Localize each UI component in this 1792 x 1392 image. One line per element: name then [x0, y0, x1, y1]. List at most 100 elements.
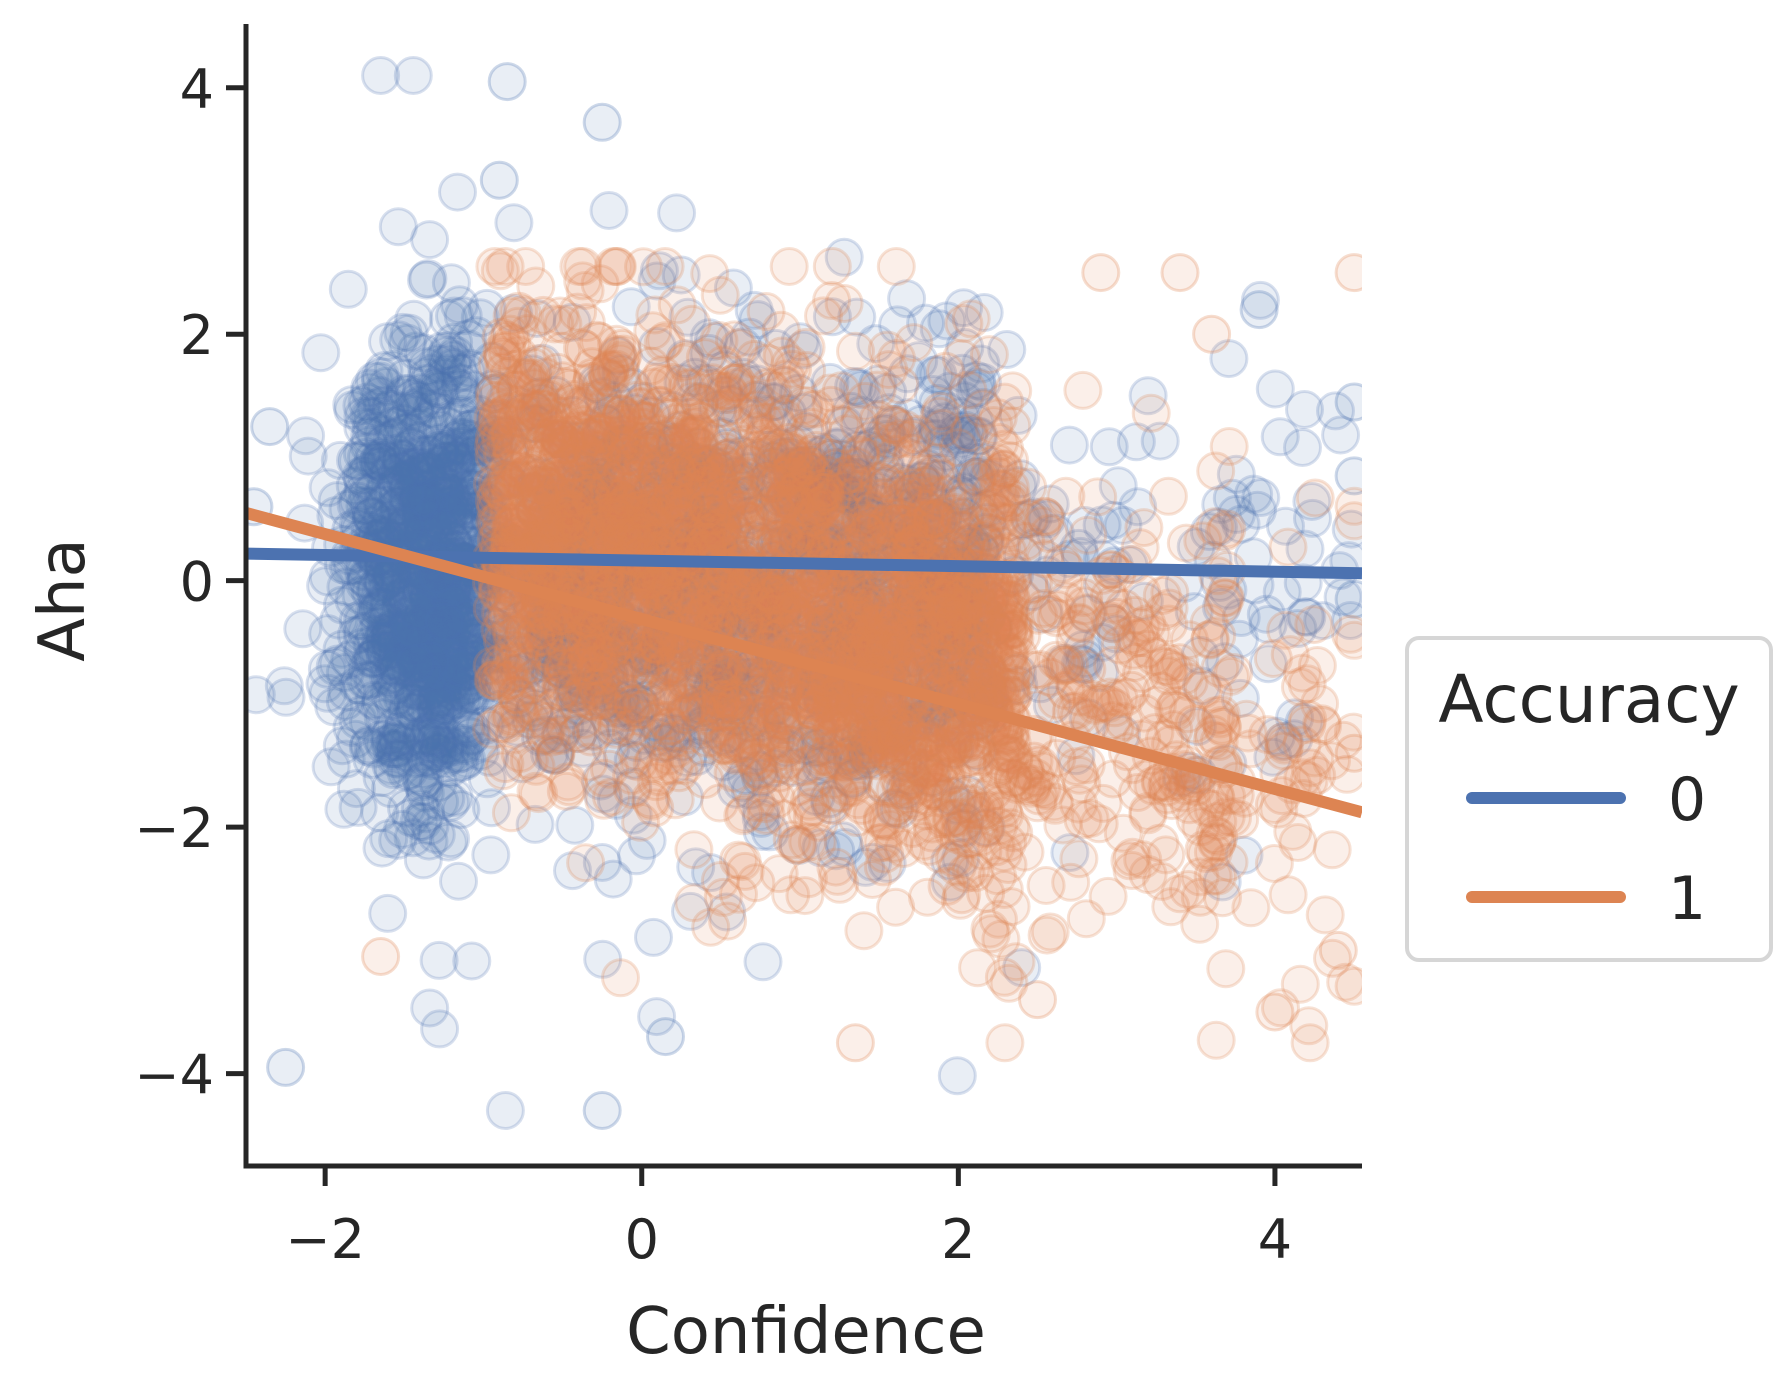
- point-accuracy-0: [379, 320, 419, 360]
- point-accuracy-1: [926, 351, 965, 391]
- point-accuracy-0: [286, 416, 326, 456]
- point-accuracy-0: [446, 652, 485, 692]
- point-accuracy-0: [676, 847, 716, 887]
- point-accuracy-0: [368, 893, 408, 933]
- point-accuracy-1: [1124, 508, 1164, 548]
- point-accuracy-0: [452, 941, 492, 981]
- point-accuracy-0: [627, 638, 667, 678]
- point-accuracy-0: [613, 367, 652, 407]
- point-accuracy-0: [686, 508, 726, 548]
- point-accuracy-0: [789, 506, 829, 546]
- point-accuracy-1: [1078, 477, 1118, 517]
- point-accuracy-0: [471, 835, 511, 875]
- point-accuracy-0: [917, 408, 957, 448]
- point-accuracy-0: [361, 56, 401, 95]
- point-accuracy-0: [555, 805, 595, 845]
- point-accuracy-0: [419, 940, 459, 980]
- point-accuracy-0: [683, 452, 723, 492]
- point-accuracy-0: [456, 617, 496, 657]
- point-accuracy-1: [1027, 915, 1067, 955]
- point-accuracy-0: [1262, 572, 1302, 612]
- point-accuracy-0: [935, 730, 975, 769]
- point-accuracy-1: [985, 1023, 1025, 1063]
- point-accuracy-0: [829, 589, 868, 628]
- point-accuracy-0: [453, 477, 493, 517]
- point-accuracy-0: [348, 661, 388, 701]
- point-accuracy-0: [406, 508, 445, 548]
- point-accuracy-1: [516, 746, 556, 786]
- point-accuracy-1: [1166, 523, 1206, 563]
- point-accuracy-0: [895, 622, 935, 661]
- point-accuracy-1: [653, 363, 693, 402]
- point-accuracy-0: [605, 707, 645, 747]
- point-accuracy-0: [419, 600, 459, 640]
- point-accuracy-0: [421, 574, 461, 614]
- point-accuracy-0: [945, 802, 985, 842]
- point-accuracy-0: [434, 322, 474, 362]
- point-accuracy-0: [944, 510, 984, 550]
- point-accuracy-0: [385, 649, 425, 689]
- point-accuracy-0: [966, 808, 1006, 848]
- point-accuracy-0: [365, 506, 405, 546]
- point-accuracy-1: [919, 396, 959, 436]
- point-accuracy-1: [1068, 515, 1108, 555]
- point-accuracy-0: [398, 446, 438, 486]
- point-accuracy-0: [677, 737, 716, 777]
- point-accuracy-0: [371, 769, 410, 809]
- point-accuracy-1: [1268, 875, 1308, 915]
- point-accuracy-1: [769, 247, 809, 286]
- point-accuracy-1: [1295, 478, 1335, 518]
- point-accuracy-0: [1201, 485, 1241, 524]
- point-accuracy-1: [877, 339, 916, 378]
- point-accuracy-1: [931, 799, 971, 839]
- point-accuracy-0: [485, 1091, 525, 1130]
- point-accuracy-0: [1334, 579, 1362, 619]
- point-accuracy-1: [1112, 851, 1152, 890]
- point-accuracy-0: [461, 631, 501, 671]
- point-accuracy-0: [749, 430, 789, 470]
- point-accuracy-0: [349, 725, 389, 765]
- point-accuracy-0: [889, 398, 928, 438]
- point-accuracy-0: [374, 731, 414, 771]
- point-accuracy-0: [1334, 382, 1362, 422]
- point-accuracy-1: [1060, 602, 1100, 642]
- point-accuracy-0: [888, 464, 928, 504]
- point-accuracy-1: [1146, 835, 1186, 875]
- point-accuracy-1: [788, 859, 828, 899]
- point-accuracy-0: [410, 220, 450, 260]
- point-accuracy-0: [416, 605, 456, 645]
- point-accuracy-0: [707, 428, 747, 467]
- point-accuracy-0: [415, 367, 455, 407]
- point-accuracy-0: [449, 329, 488, 369]
- point-accuracy-1: [969, 335, 1009, 375]
- point-accuracy-0: [818, 613, 858, 653]
- point-accuracy-1: [820, 864, 860, 904]
- point-accuracy-1: [775, 522, 815, 561]
- point-accuracy-1: [721, 393, 760, 433]
- point-accuracy-1: [1131, 393, 1171, 433]
- point-accuracy-0: [409, 577, 449, 617]
- point-accuracy-0: [603, 499, 643, 539]
- point-accuracy-0: [747, 395, 787, 434]
- point-accuracy-0: [866, 413, 906, 453]
- point-accuracy-0: [350, 416, 390, 456]
- point-accuracy-0: [449, 665, 488, 705]
- point-accuracy-0: [389, 648, 429, 688]
- point-accuracy-1: [1160, 874, 1200, 914]
- point-accuracy-0: [1067, 594, 1107, 634]
- point-accuracy-1: [1270, 635, 1310, 675]
- point-accuracy-0: [541, 649, 581, 688]
- point-accuracy-0: [421, 642, 461, 682]
- point-accuracy-0: [559, 421, 599, 460]
- point-accuracy-0: [919, 500, 959, 540]
- point-accuracy-0: [838, 457, 878, 497]
- point-accuracy-0: [587, 478, 627, 518]
- point-accuracy-0: [961, 344, 1001, 384]
- point-accuracy-0: [804, 683, 843, 723]
- point-accuracy-0: [520, 717, 560, 757]
- point-accuracy-0: [472, 788, 511, 828]
- point-accuracy-0: [707, 892, 747, 932]
- point-accuracy-0: [382, 635, 422, 675]
- point-accuracy-0: [1116, 422, 1156, 462]
- point-accuracy-0: [441, 672, 481, 712]
